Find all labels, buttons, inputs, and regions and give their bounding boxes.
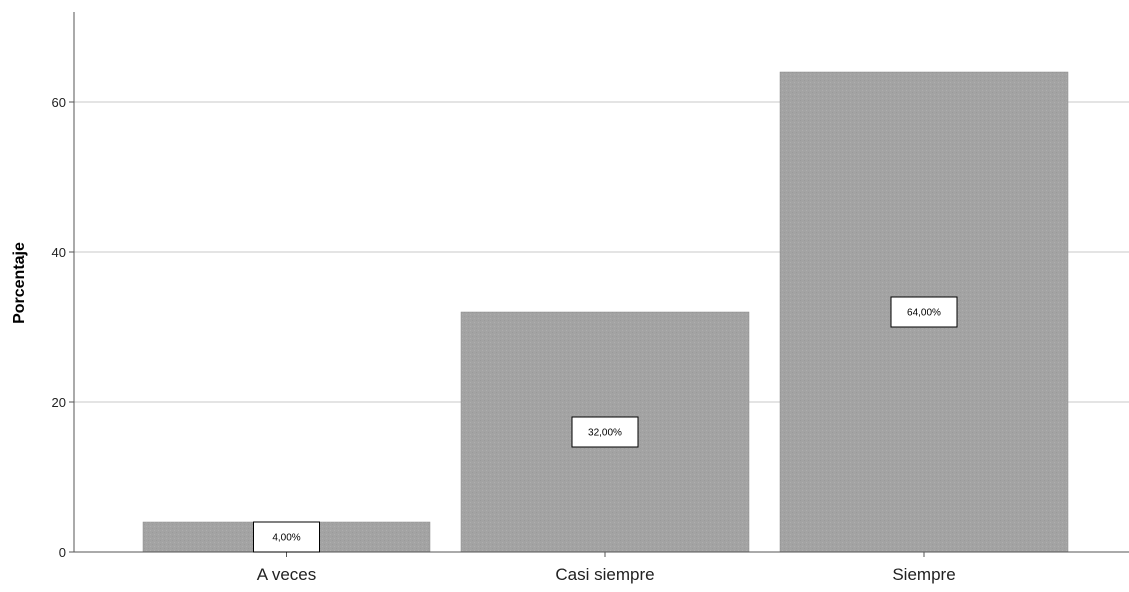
data-label-box [890, 296, 958, 328]
x-category-label: Casi siempre [555, 565, 654, 584]
y-axis-title: Porcentaje [11, 242, 28, 324]
y-tick-labels: 0 20 40 60 [52, 95, 74, 560]
x-category-label: Siempre [892, 565, 955, 584]
x-category-labels: A veces Casi siempre Siempre [257, 552, 956, 584]
data-label: 64,00% [890, 296, 958, 328]
data-label-text: 64,00% [907, 308, 941, 319]
y-tick-label: 0 [59, 545, 66, 560]
data-label-text: 4,00% [272, 533, 300, 544]
data-label: 32,00% [571, 416, 639, 448]
y-tick-label: 20 [52, 395, 66, 410]
data-label-box [253, 521, 320, 553]
data-label-text: 32,00% [588, 428, 622, 439]
data-label: 4,00% [253, 521, 320, 553]
y-tick-label: 40 [52, 245, 66, 260]
x-category-label: A veces [257, 565, 317, 584]
data-label-box [571, 416, 639, 448]
y-tick-label: 60 [52, 95, 66, 110]
data-labels: 4,00% 32,00% 64,00% [253, 296, 958, 553]
